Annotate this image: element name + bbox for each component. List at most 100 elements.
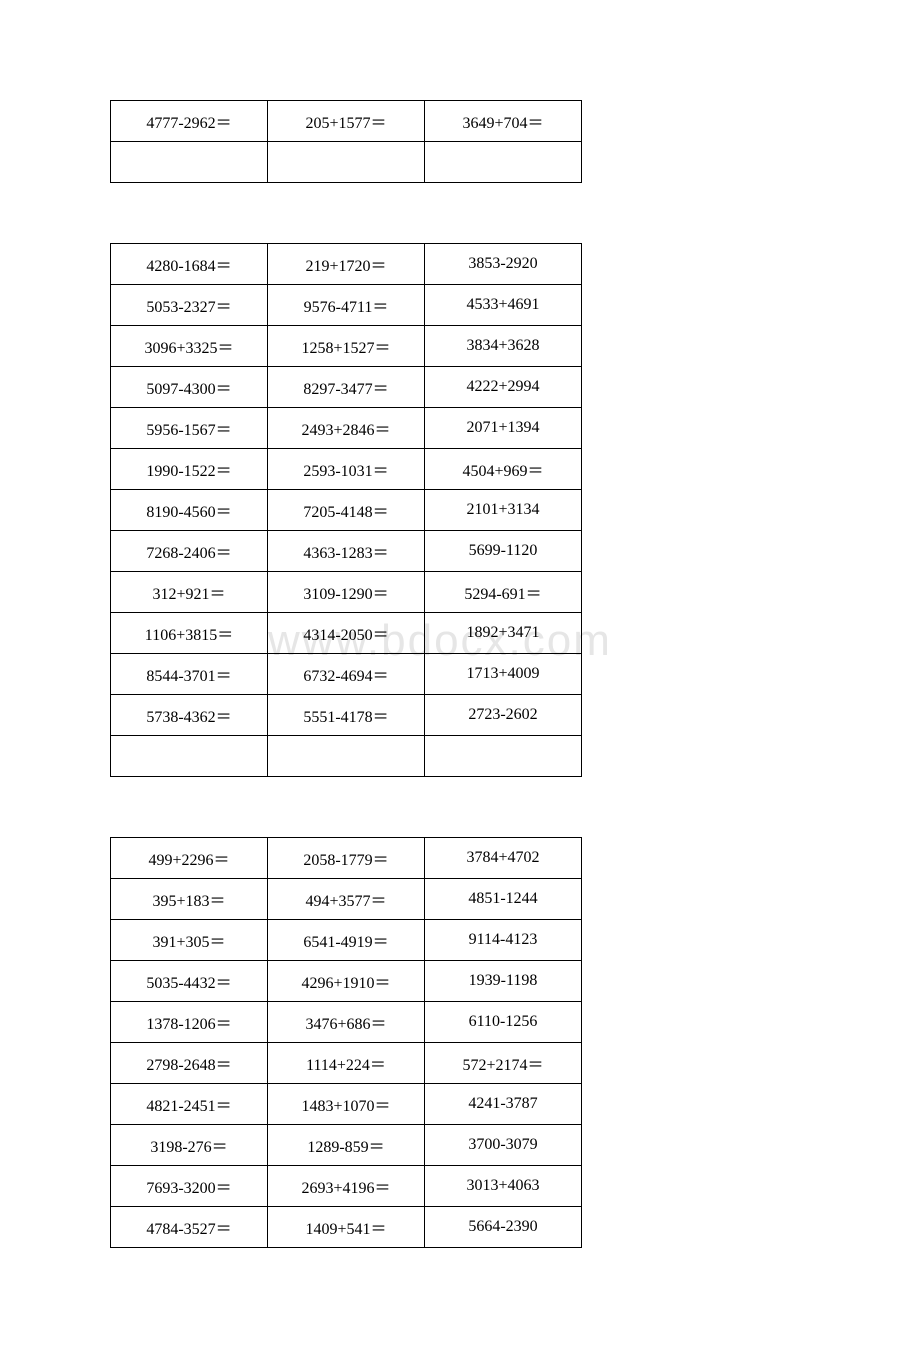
table-cell: 5738-4362＝ xyxy=(111,695,268,736)
table-cell: 7693-3200＝ xyxy=(111,1166,268,1207)
table-cell xyxy=(268,736,425,777)
table-cell xyxy=(425,736,582,777)
table-row: 3096+3325＝1258+1527＝3834+3628 xyxy=(111,326,582,367)
table-cell: 1114+224＝ xyxy=(268,1043,425,1084)
table-cell: 2058-1779＝ xyxy=(268,838,425,879)
table-row: 1106+3815＝4314-2050＝1892+3471 xyxy=(111,613,582,654)
table-cell: 2101+3134 xyxy=(425,490,582,531)
table-row: 4777-2962＝205+1577＝3649+704＝ xyxy=(111,101,582,142)
table-cell: 5551-4178＝ xyxy=(268,695,425,736)
table-cell: 1258+1527＝ xyxy=(268,326,425,367)
table-cell: 2693+4196＝ xyxy=(268,1166,425,1207)
table-cell: 8190-4560＝ xyxy=(111,490,268,531)
table-cell: 4296+1910＝ xyxy=(268,961,425,1002)
table-cell: 3700-3079 xyxy=(425,1125,582,1166)
table-cell: 5956-1567＝ xyxy=(111,408,268,449)
table-row: 5053-2327＝9576-4711＝4533+4691 xyxy=(111,285,582,326)
table-row: 2798-2648＝1114+224＝572+2174＝ xyxy=(111,1043,582,1084)
table-cell: 3784+4702 xyxy=(425,838,582,879)
table-cell: 4777-2962＝ xyxy=(111,101,268,142)
table-cell: 1289-859＝ xyxy=(268,1125,425,1166)
table-cell: 3853-2920 xyxy=(425,244,582,285)
table-row: 4280-1684＝219+1720＝3853-2920 xyxy=(111,244,582,285)
table-cell: 1939-1198 xyxy=(425,961,582,1002)
table-row: 8190-4560＝7205-4148＝2101+3134 xyxy=(111,490,582,531)
table-row: 1378-1206＝3476+686＝6110-1256 xyxy=(111,1002,582,1043)
table-cell: 2071+1394 xyxy=(425,408,582,449)
table-cell: 1483+1070＝ xyxy=(268,1084,425,1125)
table-cell: 1106+3815＝ xyxy=(111,613,268,654)
table-cell: 3013+4063 xyxy=(425,1166,582,1207)
table-row: 7268-2406＝4363-1283＝5699-1120 xyxy=(111,531,582,572)
table-cell xyxy=(111,142,268,183)
table-row xyxy=(111,142,582,183)
table-row: 5956-1567＝2493+2846＝2071+1394 xyxy=(111,408,582,449)
table-row: 5738-4362＝5551-4178＝2723-2602 xyxy=(111,695,582,736)
table-cell: 4504+969＝ xyxy=(425,449,582,490)
table-cell xyxy=(425,142,582,183)
table-cell: 6732-4694＝ xyxy=(268,654,425,695)
table-row: 5097-4300＝8297-3477＝4222+2994 xyxy=(111,367,582,408)
table-cell: 2593-1031＝ xyxy=(268,449,425,490)
table-cell: 1713+4009 xyxy=(425,654,582,695)
table-row: 499+2296＝2058-1779＝3784+4702 xyxy=(111,838,582,879)
table-cell: 3198-276＝ xyxy=(111,1125,268,1166)
table-cell: 3109-1290＝ xyxy=(268,572,425,613)
table-cell: 4784-3527＝ xyxy=(111,1207,268,1248)
table-cell: 4241-3787 xyxy=(425,1084,582,1125)
table-cell: 5699-1120 xyxy=(425,531,582,572)
table-cell: 219+1720＝ xyxy=(268,244,425,285)
table-row: 312+921＝3109-1290＝5294-691＝ xyxy=(111,572,582,613)
table-row: 1990-1522＝2593-1031＝4504+969＝ xyxy=(111,449,582,490)
table-cell: 3649+704＝ xyxy=(425,101,582,142)
table-cell: 5035-4432＝ xyxy=(111,961,268,1002)
table-row: 3198-276＝1289-859＝3700-3079 xyxy=(111,1125,582,1166)
table-cell: 2798-2648＝ xyxy=(111,1043,268,1084)
table-cell: 499+2296＝ xyxy=(111,838,268,879)
table-cell: 8297-3477＝ xyxy=(268,367,425,408)
table-cell: 391+305＝ xyxy=(111,920,268,961)
table-cell: 4851-1244 xyxy=(425,879,582,920)
table-cell: 4363-1283＝ xyxy=(268,531,425,572)
table-cell: 7268-2406＝ xyxy=(111,531,268,572)
table-cell: 4821-2451＝ xyxy=(111,1084,268,1125)
table-cell: 4222+2994 xyxy=(425,367,582,408)
table-row xyxy=(111,736,582,777)
table-cell xyxy=(268,142,425,183)
table-cell: 9114-4123 xyxy=(425,920,582,961)
table-row: 7693-3200＝2693+4196＝3013+4063 xyxy=(111,1166,582,1207)
math-table: 499+2296＝2058-1779＝3784+4702395+183＝494+… xyxy=(110,837,582,1248)
math-table: 4280-1684＝219+1720＝3853-29205053-2327＝95… xyxy=(110,243,582,777)
table-cell: 3476+686＝ xyxy=(268,1002,425,1043)
table-cell: 1892+3471 xyxy=(425,613,582,654)
table-row: 4784-3527＝1409+541＝5664-2390 xyxy=(111,1207,582,1248)
table-cell: 1378-1206＝ xyxy=(111,1002,268,1043)
table-row: 5035-4432＝4296+1910＝1939-1198 xyxy=(111,961,582,1002)
table-cell: 6541-4919＝ xyxy=(268,920,425,961)
table-cell: 4533+4691 xyxy=(425,285,582,326)
tables-container: 4777-2962＝205+1577＝3649+704＝4280-1684＝21… xyxy=(110,100,810,1248)
table-row: 8544-3701＝6732-4694＝1713+4009 xyxy=(111,654,582,695)
table-cell: 5294-691＝ xyxy=(425,572,582,613)
table-row: 391+305＝6541-4919＝9114-4123 xyxy=(111,920,582,961)
table-row: 395+183＝494+3577＝4851-1244 xyxy=(111,879,582,920)
table-cell: 1990-1522＝ xyxy=(111,449,268,490)
table-cell: 1409+541＝ xyxy=(268,1207,425,1248)
math-table: 4777-2962＝205+1577＝3649+704＝ xyxy=(110,100,582,183)
table-row: 4821-2451＝1483+1070＝4241-3787 xyxy=(111,1084,582,1125)
table-cell: 572+2174＝ xyxy=(425,1043,582,1084)
table-cell: 3834+3628 xyxy=(425,326,582,367)
table-cell: 494+3577＝ xyxy=(268,879,425,920)
table-cell: 4280-1684＝ xyxy=(111,244,268,285)
table-cell: 2493+2846＝ xyxy=(268,408,425,449)
page-content: 4777-2962＝205+1577＝3649+704＝4280-1684＝21… xyxy=(0,0,920,1348)
table-cell: 5053-2327＝ xyxy=(111,285,268,326)
table-cell: 205+1577＝ xyxy=(268,101,425,142)
table-cell: 4314-2050＝ xyxy=(268,613,425,654)
table-cell: 2723-2602 xyxy=(425,695,582,736)
table-cell: 3096+3325＝ xyxy=(111,326,268,367)
table-cell: 8544-3701＝ xyxy=(111,654,268,695)
table-cell: 6110-1256 xyxy=(425,1002,582,1043)
table-cell: 5664-2390 xyxy=(425,1207,582,1248)
table-cell: 312+921＝ xyxy=(111,572,268,613)
